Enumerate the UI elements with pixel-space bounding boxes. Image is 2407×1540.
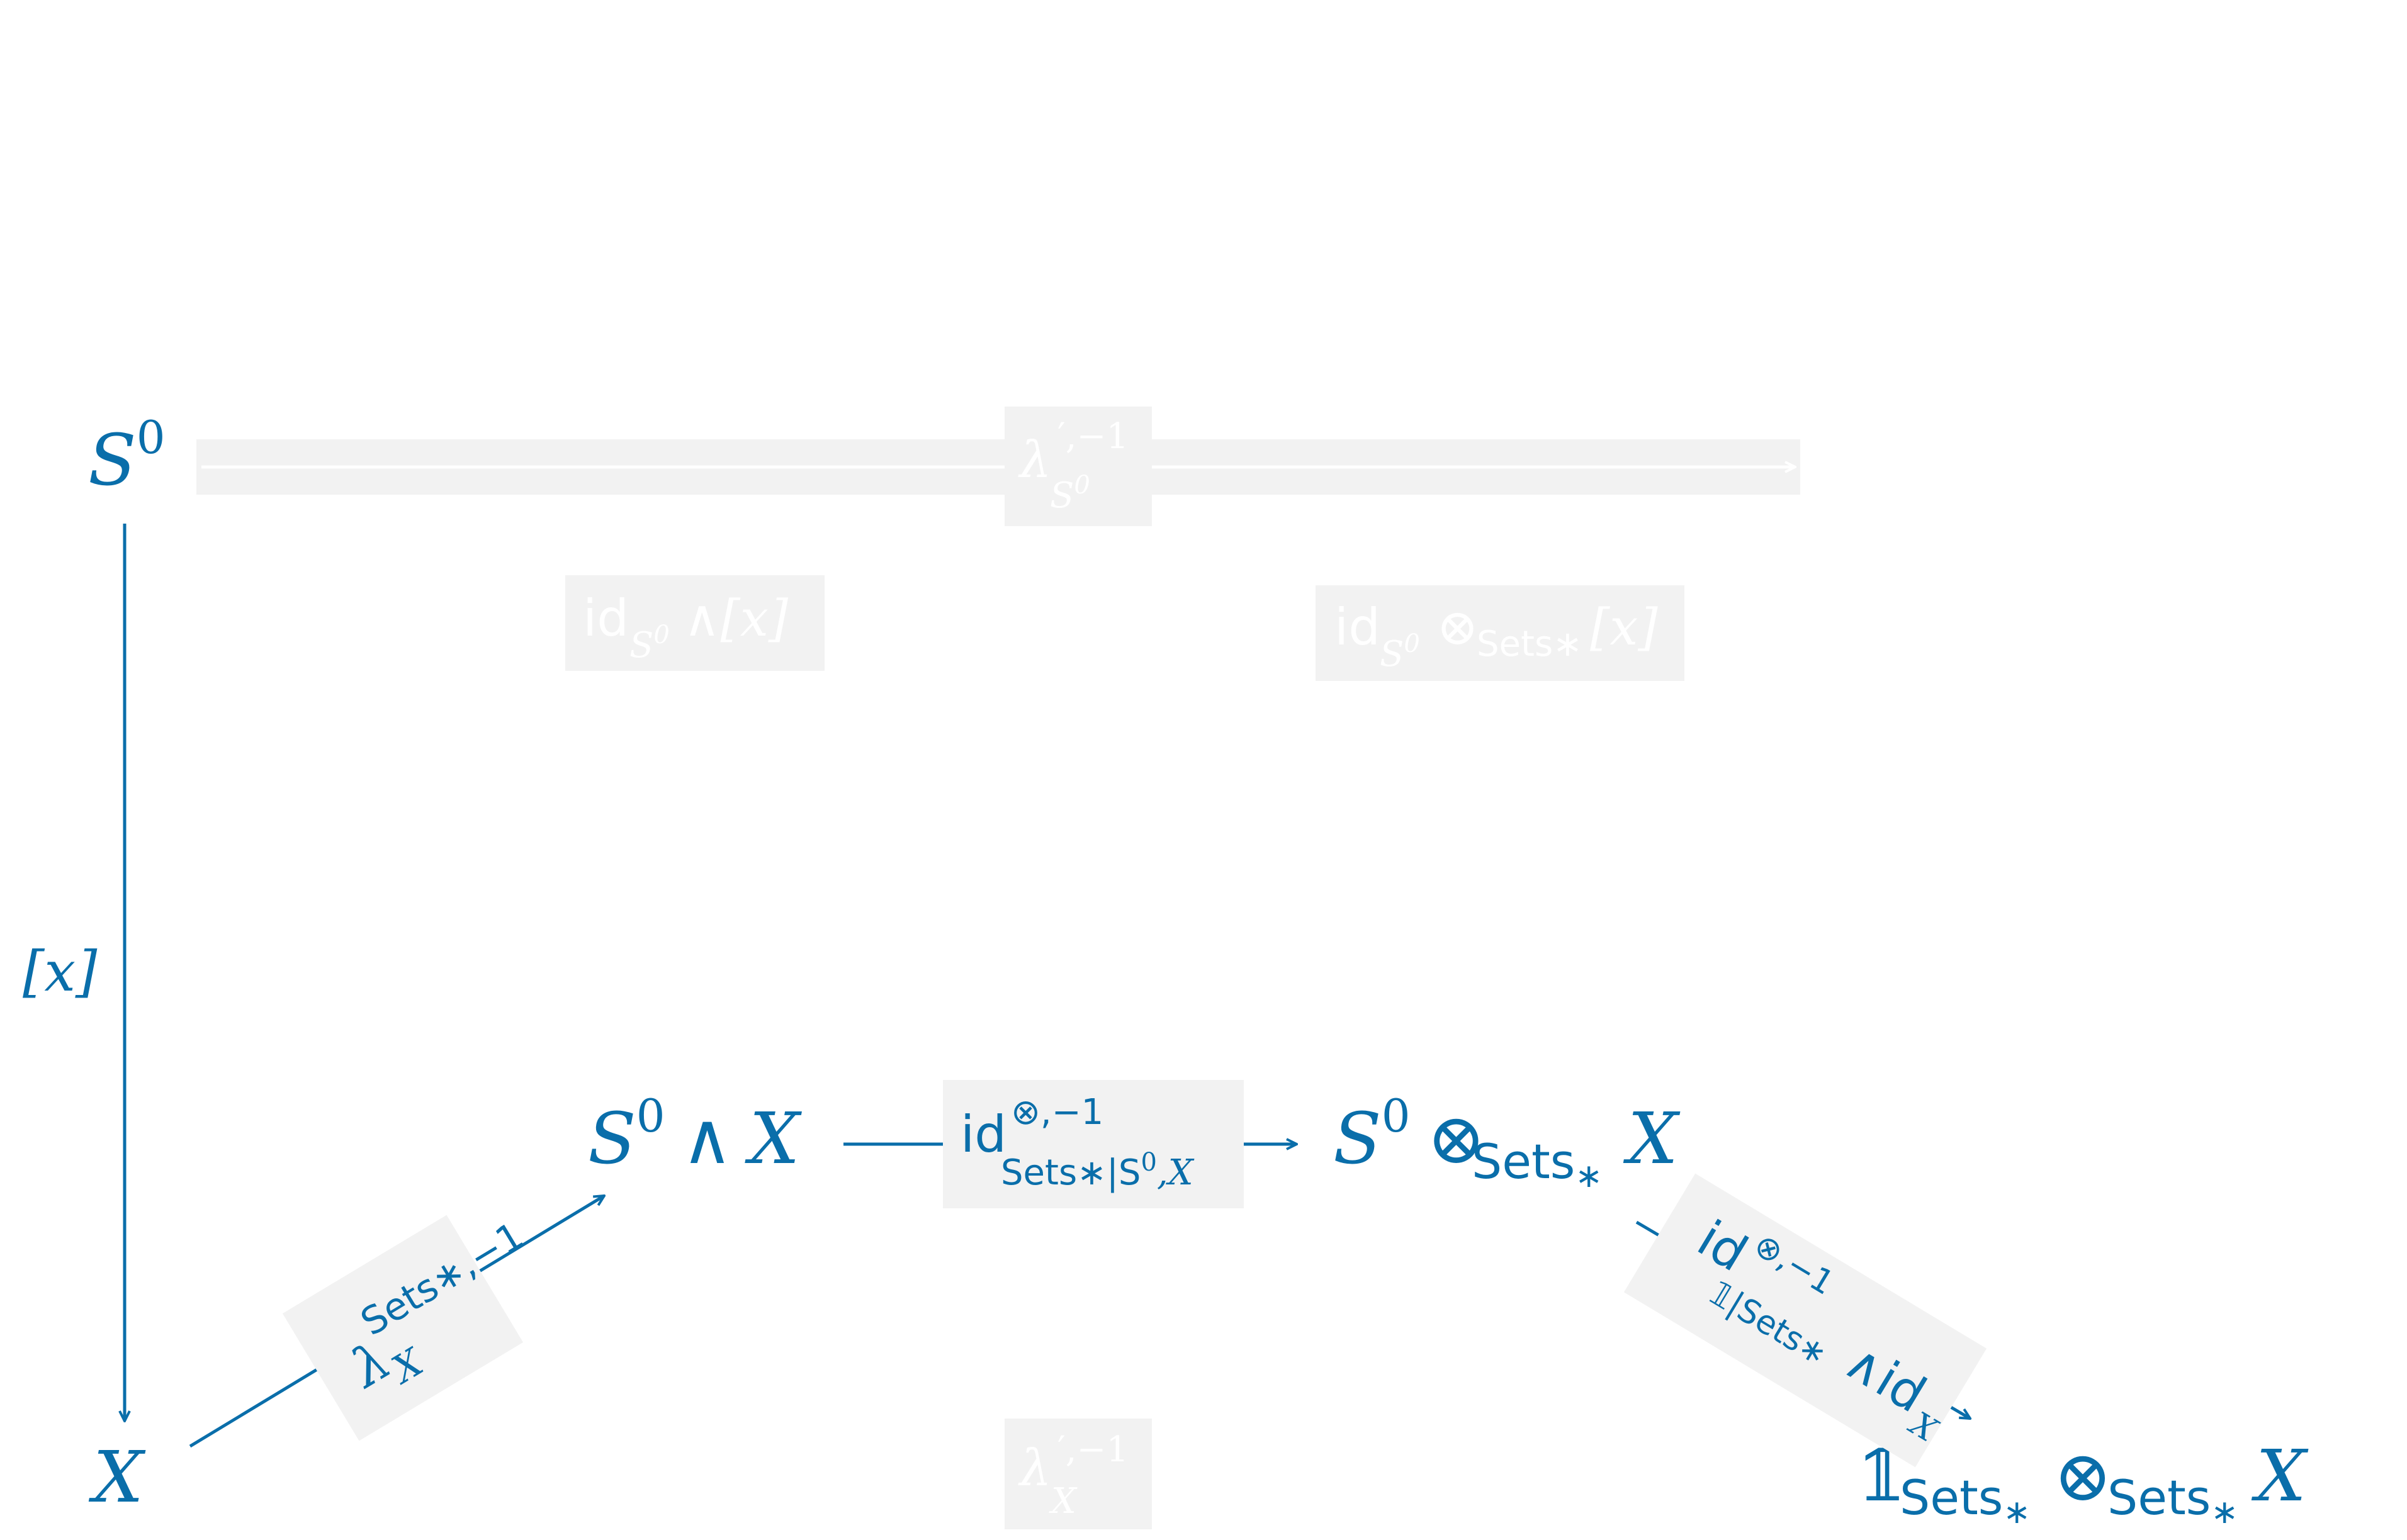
node-s0-smash-x: S0 ∧ X [588, 1089, 803, 1180]
svg-text:X: X [88, 1437, 146, 1519]
label-id-s0-tensor-x: id S0 ⊗ Sets∗ [x] [1316, 585, 1684, 681]
label-x-bracket: [x] [23, 939, 98, 1004]
label-id-tensor-unit: id ⊗,−1 𝟙|Sets∗ ∧id X [1623, 1173, 1987, 1468]
label-id-tensor-sets: id ⊗,−1 Sets∗|S0,X [943, 1080, 1244, 1208]
svg-text:X: X [1049, 1481, 1078, 1522]
svg-text:Sets∗|S0,X: Sets∗|S0,X [1001, 1148, 1195, 1193]
svg-text:⊗,−1: ⊗,−1 [1011, 1092, 1103, 1133]
svg-text:⊗: ⊗ [2053, 1436, 2112, 1517]
node-unit-tensor-x: 𝟙 Sets∗ ⊗ Sets∗ X [1857, 1436, 2309, 1531]
label-lambda-prime-x: λ ′,−1 X [1005, 1419, 1152, 1529]
label-id-s0-smash-x: id S0 ∧[x] [565, 575, 825, 671]
svg-text:id: id [583, 589, 629, 648]
svg-text:X: X [1623, 1098, 1681, 1180]
svg-text:S0: S0 [1050, 471, 1090, 516]
svg-text:S0: S0 [629, 621, 670, 666]
svg-text:id: id [1334, 598, 1380, 656]
svg-text:′,−1: ′,−1 [1057, 416, 1129, 457]
svg-text:λ: λ [1018, 1439, 1052, 1497]
svg-text:[x]: [x] [1590, 598, 1658, 656]
svg-text:Sets∗: Sets∗ [2107, 1470, 2238, 1531]
svg-text:λ: λ [1018, 430, 1052, 489]
faded-top-arrow [196, 439, 1800, 495]
node-x-left: X [88, 1437, 146, 1519]
svg-text:X: X [2251, 1436, 2309, 1517]
svg-text:′,−1: ′,−1 [1057, 1429, 1129, 1470]
label-lambda-prime-s0: λ ′,−1 S0 [1005, 407, 1152, 526]
node-s0: S0 [88, 411, 166, 502]
svg-text:S0∧X: S0 ∧ X [588, 1089, 803, 1180]
svg-text:Sets∗: Sets∗ [1477, 624, 1582, 665]
svg-text:⊗: ⊗ [1436, 598, 1479, 656]
label-lambda-sets-x: λ Sets∗,−1 X [282, 1213, 531, 1441]
svg-text:∧[x]: ∧[x] [684, 589, 789, 648]
svg-text:S0: S0 [1380, 629, 1420, 675]
svg-text:Sets∗: Sets∗ [1900, 1470, 2031, 1531]
svg-text:Sets∗: Sets∗ [1472, 1133, 1603, 1195]
svg-text:S0⊗: S0 ⊗ [1333, 1089, 1485, 1180]
node-s0-tensor-x: S0 ⊗ Sets∗ X [1333, 1089, 1681, 1195]
svg-text:id: id [961, 1105, 1006, 1164]
svg-text:S0: S0 [88, 411, 166, 502]
